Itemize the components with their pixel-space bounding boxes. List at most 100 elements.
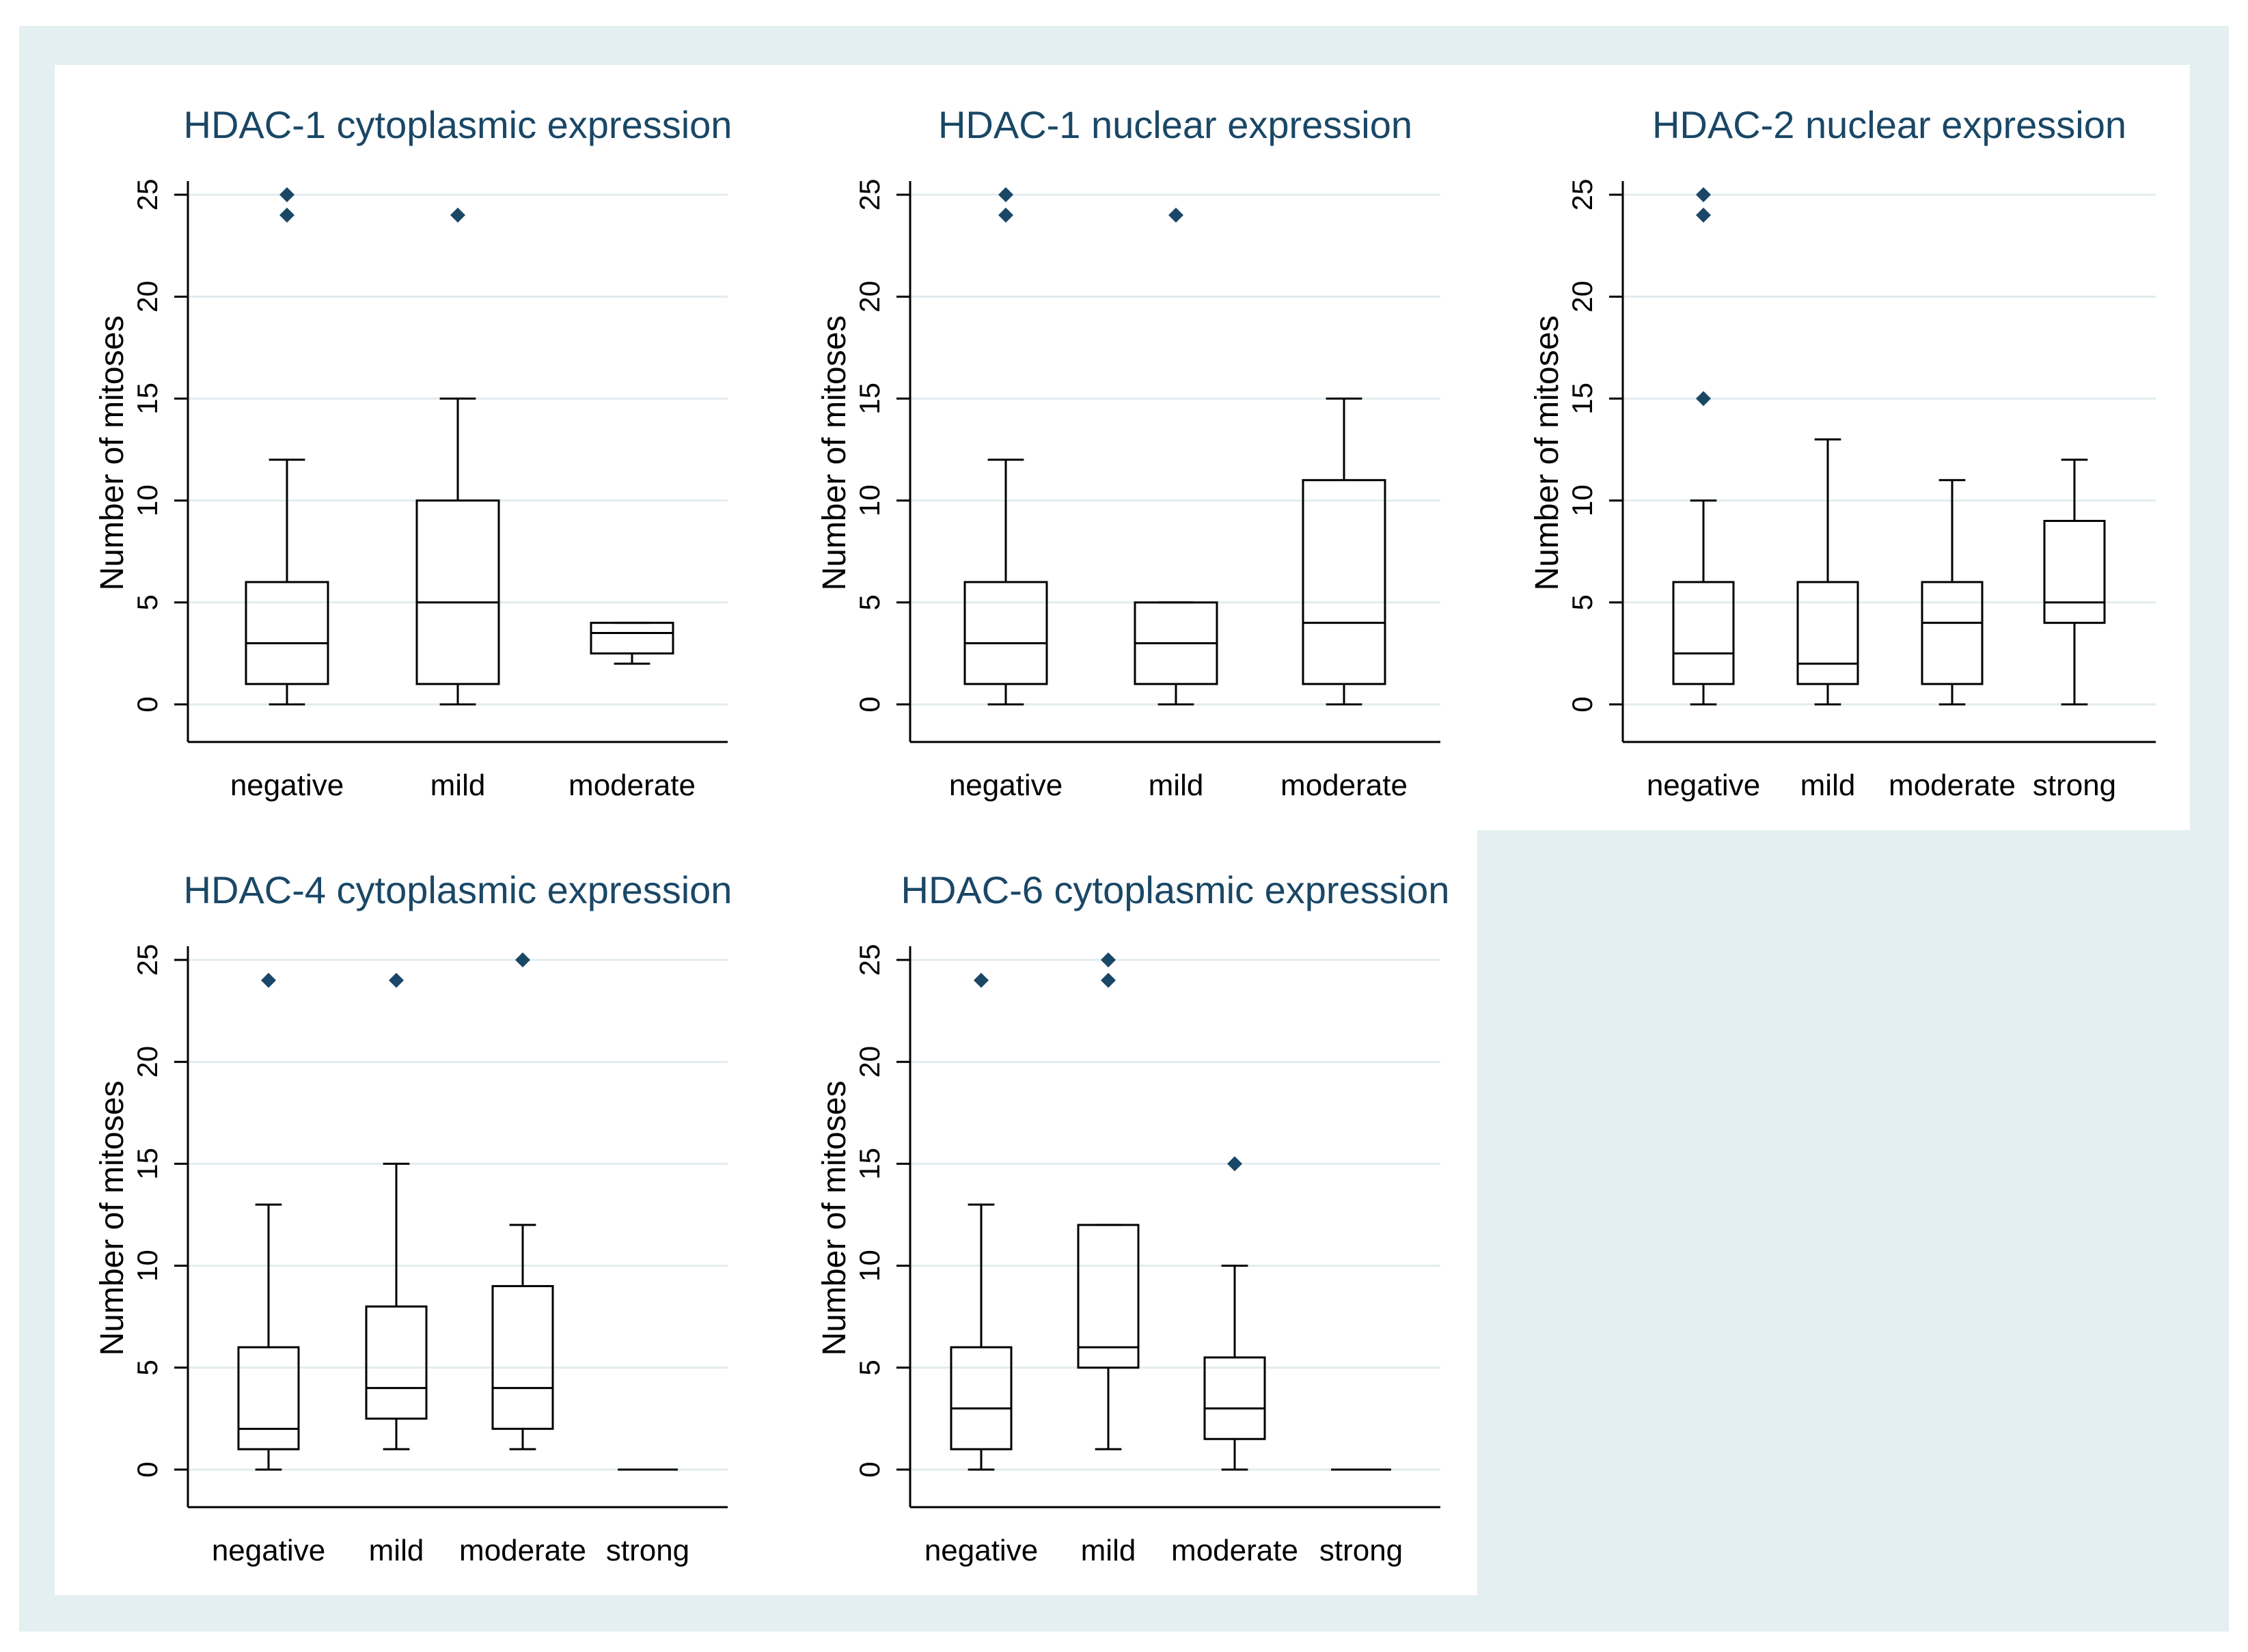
box-mild bbox=[365, 972, 428, 1450]
box-mild bbox=[1134, 207, 1218, 706]
x-category-label: mild bbox=[1149, 769, 1204, 802]
y-axis-label: Number of mitoses bbox=[817, 316, 853, 591]
y-tick-label: 20 bbox=[131, 1046, 163, 1078]
y-axis-label: Number of mitoses bbox=[1529, 316, 1565, 591]
outlier-point bbox=[974, 972, 989, 988]
box-strong bbox=[2043, 458, 2106, 706]
outlier-point bbox=[279, 187, 294, 202]
box-iqr bbox=[1796, 581, 1859, 685]
y-axis-label: Number of mitoses bbox=[817, 1081, 853, 1356]
box-iqr bbox=[590, 622, 674, 655]
y-tick-label: 0 bbox=[131, 1461, 163, 1477]
box-mild bbox=[415, 207, 500, 706]
y-tick-label: 20 bbox=[853, 1046, 886, 1078]
charts-layer: 0 5 10 15 20 25 Number of mitoses HDAC-1 cytopl… bbox=[94, 103, 2156, 1567]
y-tick-label: 0 bbox=[131, 696, 163, 712]
chart-title: HDAC-2 nuclear expression bbox=[1652, 103, 2126, 146]
box-negative bbox=[950, 972, 1013, 1471]
x-category-label: negative bbox=[924, 1534, 1038, 1567]
y-tick-label: 5 bbox=[1566, 594, 1598, 610]
chart-panel-2: 0 5 10 15 20 25 Number of mitoses HDAC-1 nuclea… bbox=[817, 103, 1440, 802]
chart-panel-3: 0 5 10 15 20 25 Number of mitoses HDAC-2 nuclea… bbox=[1529, 103, 2156, 802]
outlier-point bbox=[1227, 1156, 1242, 1172]
y-tick-label: 10 bbox=[853, 484, 886, 517]
chart-panel-1: 0 5 10 15 20 25 Number of mitoses HDAC-1 cytopl… bbox=[94, 103, 732, 802]
x-category-label: moderate bbox=[459, 1534, 586, 1567]
x-category-label: mild bbox=[1800, 769, 1856, 802]
outlier-point bbox=[1101, 952, 1116, 967]
outlier-point bbox=[389, 972, 404, 988]
y-tick-label: 5 bbox=[131, 594, 163, 610]
y-tick-label: 20 bbox=[1566, 281, 1598, 313]
box-iqr bbox=[245, 581, 329, 685]
y-tick-label: 10 bbox=[853, 1250, 886, 1282]
outlier-point bbox=[450, 207, 465, 223]
plot-panel-background bbox=[55, 65, 2190, 830]
x-category-label: mild bbox=[369, 1534, 424, 1567]
box-moderate bbox=[1302, 397, 1386, 706]
box-iqr bbox=[950, 1346, 1013, 1450]
box-moderate bbox=[1203, 1156, 1266, 1471]
y-tick-label: 10 bbox=[1566, 484, 1598, 517]
x-category-label: negative bbox=[949, 769, 1063, 802]
y-tick-label: 25 bbox=[131, 944, 163, 976]
box-moderate bbox=[590, 622, 674, 665]
box-mild bbox=[1796, 438, 1859, 706]
box-iqr bbox=[237, 1346, 300, 1450]
y-tick-label: 0 bbox=[1566, 696, 1598, 712]
chart-title: HDAC-6 cytoplasmic expression bbox=[901, 868, 1450, 911]
y-tick-label: 10 bbox=[131, 1250, 163, 1282]
box-iqr bbox=[1203, 1356, 1266, 1440]
outlier-point bbox=[1101, 972, 1116, 988]
outlier-point bbox=[515, 952, 530, 967]
y-axis-label: Number of mitoses bbox=[94, 316, 131, 591]
outlier-point bbox=[261, 972, 276, 988]
y-tick-label: 15 bbox=[131, 383, 163, 415]
box-moderate bbox=[491, 952, 554, 1450]
box-iqr bbox=[365, 1305, 428, 1420]
chart-title: HDAC-1 cytoplasmic expression bbox=[184, 103, 732, 146]
box-iqr bbox=[963, 581, 1048, 685]
y-tick-label: 20 bbox=[853, 281, 886, 313]
box-iqr bbox=[415, 499, 500, 685]
y-tick-label: 5 bbox=[131, 1360, 163, 1375]
outlier-point bbox=[279, 207, 294, 223]
x-category-label: mild bbox=[1081, 1534, 1136, 1567]
box-iqr bbox=[1921, 581, 1984, 685]
x-category-label: strong bbox=[1319, 1534, 1403, 1567]
y-tick-label: 0 bbox=[853, 1461, 886, 1477]
x-category-label: moderate bbox=[1171, 1534, 1298, 1567]
y-tick-label: 25 bbox=[1566, 179, 1598, 211]
chart-panel-5: 0 5 10 15 20 25 Number of mitoses HDAC-6 cytopl… bbox=[817, 868, 1449, 1567]
y-tick-label: 5 bbox=[853, 1360, 886, 1375]
x-category-label: moderate bbox=[1280, 769, 1408, 802]
box-negative bbox=[963, 187, 1048, 706]
outlier-point bbox=[1168, 207, 1183, 223]
chart-title: HDAC-4 cytoplasmic expression bbox=[184, 868, 732, 911]
box-negative bbox=[237, 972, 300, 1471]
x-category-label: negative bbox=[212, 1534, 325, 1567]
y-tick-label: 15 bbox=[853, 1148, 886, 1180]
box-mild bbox=[1077, 952, 1140, 1450]
box-negative bbox=[245, 187, 329, 706]
outlier-point bbox=[998, 187, 1013, 202]
y-tick-label: 25 bbox=[853, 944, 886, 976]
box-negative bbox=[1672, 187, 1735, 706]
box-iqr bbox=[1672, 581, 1735, 685]
y-tick-label: 5 bbox=[853, 594, 886, 610]
plot-panel-background bbox=[55, 830, 1477, 1595]
x-category-label: negative bbox=[1647, 769, 1760, 802]
y-tick-label: 15 bbox=[853, 383, 886, 415]
box-moderate bbox=[1921, 479, 1984, 706]
outlier-point bbox=[998, 207, 1013, 223]
x-category-label: negative bbox=[230, 769, 344, 802]
y-tick-label: 10 bbox=[131, 484, 163, 517]
x-category-label: moderate bbox=[568, 769, 696, 802]
outlier-point bbox=[1696, 187, 1711, 202]
chart-panel-4: 0 5 10 15 20 25 Number of mitoses HDAC-4 cytopl… bbox=[94, 868, 732, 1567]
box-iqr bbox=[1302, 479, 1386, 685]
box-iqr bbox=[491, 1284, 554, 1430]
y-tick-label: 25 bbox=[853, 179, 886, 211]
y-tick-label: 15 bbox=[1566, 383, 1598, 415]
x-category-label: strong bbox=[2033, 769, 2116, 802]
